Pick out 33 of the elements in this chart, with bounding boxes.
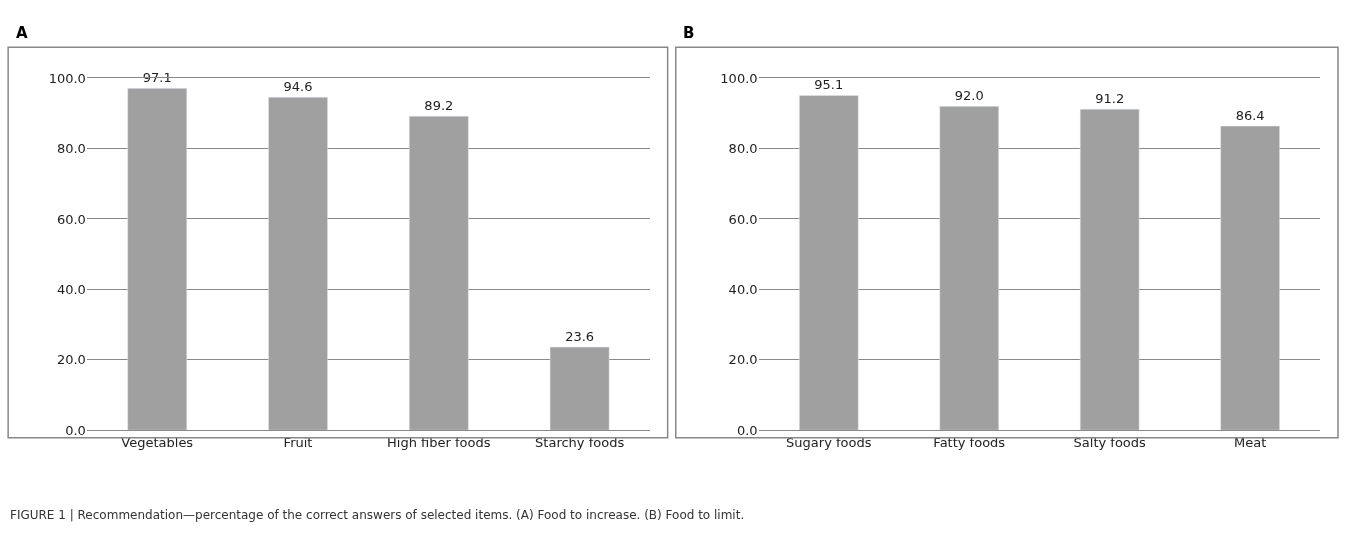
y-tick-label: 100.0: [48, 70, 86, 86]
x-tick-label: Vegetables: [121, 434, 194, 450]
y-tick-label: 0.0: [65, 422, 86, 438]
data-label: 23.6: [565, 329, 595, 345]
chart-title: B: [683, 24, 695, 42]
bar: [409, 115, 469, 431]
data-label: 86.4: [1235, 108, 1265, 124]
y-tick-label: 40.0: [728, 281, 758, 297]
data-label: 94.6: [283, 79, 313, 95]
data-label: 91.2: [1095, 91, 1125, 107]
y-tick-label: 60.0: [728, 211, 758, 227]
data-label: 92.0: [954, 88, 984, 104]
x-tick-label: Salty foods: [1073, 434, 1147, 450]
y-tick-label: 60.0: [56, 211, 86, 227]
chart-title: A: [16, 24, 28, 42]
y-tick-label: 80.0: [728, 141, 758, 157]
y-tick-label: 20.0: [56, 352, 86, 368]
caption: FIGURE 1 | Recommendation—percentage of the correct answers of selected items. (A) Food to increase. (B) Food to limit.: [10, 508, 745, 522]
x-tick-label: Meat: [1233, 434, 1267, 450]
x-tick-label: Fruit: [283, 434, 313, 450]
y-tick-label: 80.0: [56, 141, 86, 157]
y-tick-label: 100.0: [720, 70, 758, 86]
bar: [127, 88, 188, 431]
x-tick-label: Sugary foods: [786, 434, 872, 450]
y-tick-label: 40.0: [56, 281, 86, 297]
data-label: 95.1: [814, 77, 844, 93]
bar: [268, 96, 328, 431]
data-label: 89.2: [424, 98, 454, 114]
bar: [549, 346, 610, 431]
y-tick-label: 0.0: [736, 422, 758, 438]
x-tick-label: Fatty foods: [933, 434, 1006, 450]
y-tick-label: 20.0: [728, 352, 758, 368]
x-tick-label: Starchy foods: [535, 434, 625, 450]
